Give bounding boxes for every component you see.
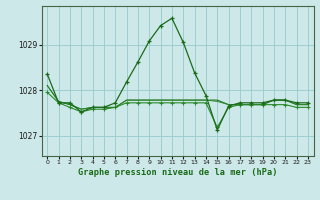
X-axis label: Graphe pression niveau de la mer (hPa): Graphe pression niveau de la mer (hPa) [78, 168, 277, 177]
